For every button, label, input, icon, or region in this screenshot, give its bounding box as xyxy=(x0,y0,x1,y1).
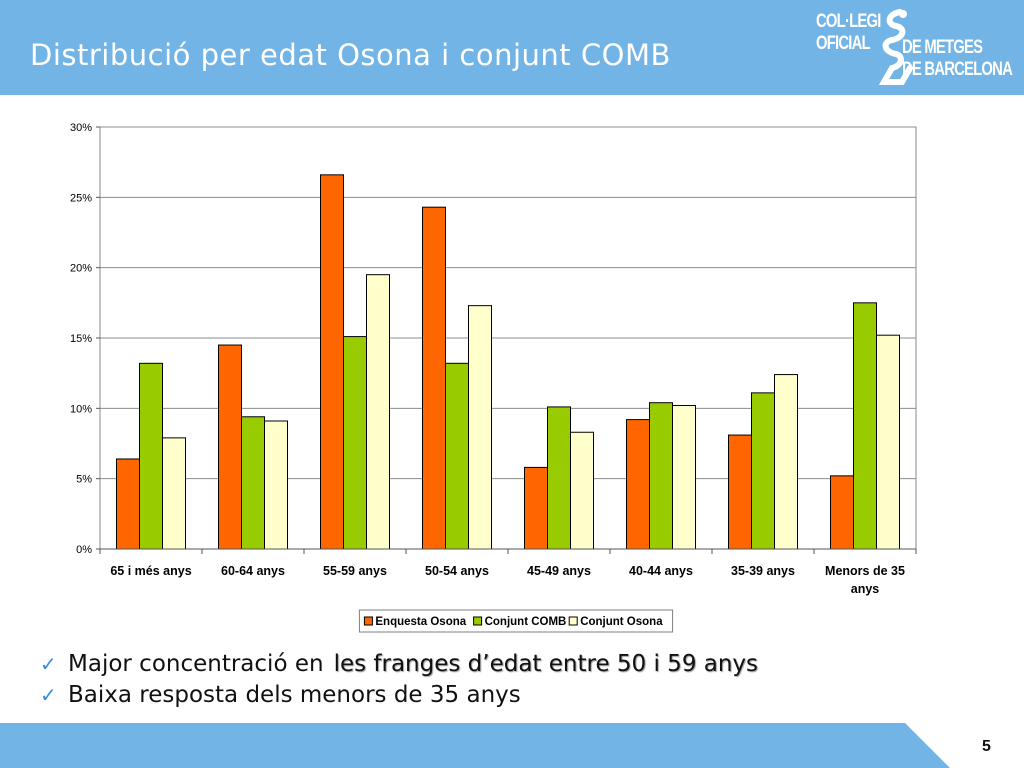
bar xyxy=(343,336,367,550)
y-tick-label: 30% xyxy=(70,122,92,134)
x-tick-label: 40-44 anys xyxy=(629,564,693,578)
logo-line-3: DE METGES xyxy=(902,37,983,58)
logo-line-2: OFICIAL xyxy=(816,33,871,54)
bar xyxy=(445,362,469,550)
checkmark-icon: ✓ xyxy=(40,682,57,707)
legend-label: Enquesta Osona xyxy=(375,616,466,628)
bar xyxy=(320,174,344,550)
bar xyxy=(774,374,798,550)
bar xyxy=(649,402,673,550)
y-tick-label: 20% xyxy=(70,263,92,275)
bar xyxy=(672,405,696,550)
x-tick-label: 65 i més anys xyxy=(110,564,191,578)
bullet-highlight: les franges d’edat entre 50 i 59 anys xyxy=(333,650,759,677)
bar xyxy=(162,437,186,550)
bar xyxy=(728,434,752,550)
chart-container: 0% 5% 10% 15% 20% 25% 30% 65 i més anys 60-64 an… xyxy=(40,110,940,640)
logo-caduceus-icon xyxy=(878,9,913,85)
bullet-text: Major concentració en xyxy=(68,650,324,677)
header-band xyxy=(0,0,1024,95)
bullet-list: ✓ Major concentració en les franges d’ed… xyxy=(40,648,758,710)
y-tick-label: 25% xyxy=(70,192,92,204)
bar xyxy=(853,302,877,550)
legend-box xyxy=(358,609,674,633)
bar xyxy=(264,420,288,550)
x-tick-label: 55-59 anys xyxy=(323,564,387,578)
footer-band xyxy=(0,723,1024,768)
y-tick-label: 0% xyxy=(76,544,92,556)
footer-slant xyxy=(905,723,950,768)
bar xyxy=(241,416,265,550)
bullet-text: Baixa resposta dels menors de 35 anys xyxy=(68,681,521,708)
x-tick-label: Menors de 35 anys xyxy=(825,564,905,596)
x-tick-label: 60-64 anys xyxy=(221,564,285,578)
logo-line-4: DE BARCELONA xyxy=(902,59,1013,80)
bar xyxy=(524,466,548,550)
y-tick-label: 10% xyxy=(70,403,92,415)
x-tick-label: 45-49 anys xyxy=(527,564,591,578)
logo-line-1: COL·LEGI xyxy=(816,11,881,32)
y-tick-label: 5% xyxy=(76,474,92,486)
bar xyxy=(218,344,242,550)
legend-swatch xyxy=(363,616,373,626)
bar xyxy=(570,431,594,550)
x-tick-label: 50-54 anys xyxy=(425,564,489,578)
bar xyxy=(751,392,775,550)
bar xyxy=(422,206,446,550)
bullet-item: ✓ Major concentració en les franges d’ed… xyxy=(40,648,758,679)
bar-chart: 0% 5% 10% 15% 20% 25% 30% 65 i més anys 60-64 an… xyxy=(70,122,917,633)
bar xyxy=(366,274,390,550)
bar xyxy=(468,305,492,550)
legend-label: Conjunt Osona xyxy=(580,616,663,628)
bar xyxy=(626,419,650,550)
x-tick-label: 35-39 anys xyxy=(731,564,795,578)
checkmark-icon: ✓ xyxy=(40,651,57,676)
legend-swatch xyxy=(473,616,483,626)
legend-label: Conjunt COMB xyxy=(485,616,567,628)
bar xyxy=(116,458,140,550)
bar xyxy=(830,475,854,550)
slide-title: Distribució per edat Osona i conjunt COM… xyxy=(30,38,671,72)
bar xyxy=(876,334,900,550)
bullet-item: ✓ Baixa resposta dels menors de 35 anys xyxy=(40,679,758,710)
bar xyxy=(547,406,571,550)
comb-logo: COL·LEGI OFICIAL DE METGES DE BARCELONA xyxy=(812,6,1013,88)
y-tick-label: 15% xyxy=(70,333,92,345)
page-number: 5 xyxy=(982,738,991,755)
bar xyxy=(139,362,163,550)
legend-swatch xyxy=(568,616,578,626)
